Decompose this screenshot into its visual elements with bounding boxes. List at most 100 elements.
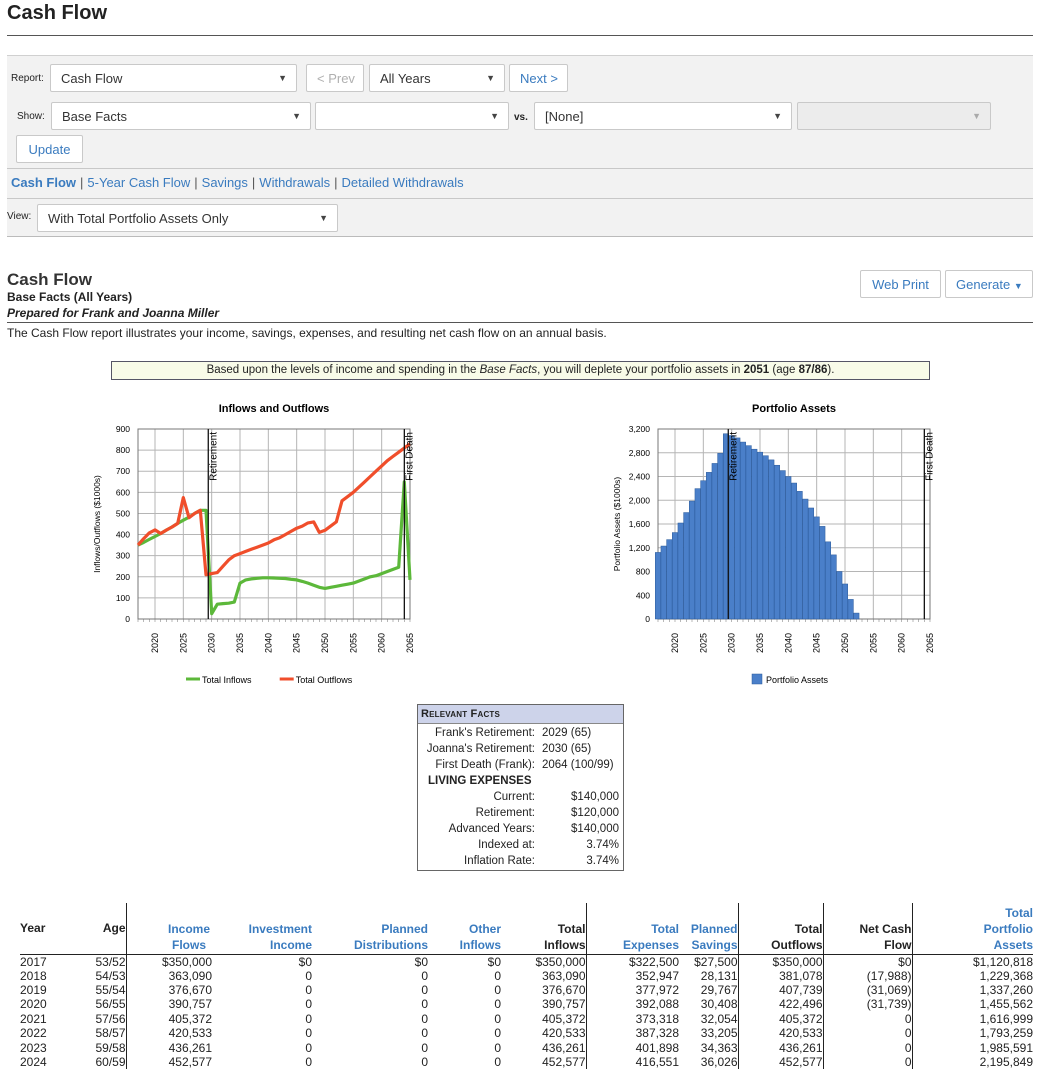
portfolio-bar	[774, 464, 780, 620]
col-header-other-inflows[interactable]: Other Inflows	[428, 903, 501, 954]
prev-button[interactable]: < Prev	[306, 64, 364, 92]
table-cell: 1,985,591	[979, 1040, 1033, 1055]
portfolio-bar	[751, 448, 758, 620]
fact-value: $140,000	[571, 791, 619, 803]
show-secondary-select[interactable]: ▼	[315, 102, 509, 130]
chevron-down-icon: ▼	[319, 213, 328, 223]
table-cell: 0	[494, 968, 501, 983]
fact-label: Advanced Years:	[448, 823, 535, 835]
report-link-cash-flow[interactable]: Cash Flow	[11, 175, 77, 190]
view-label: View:	[7, 211, 32, 222]
col-header-planned-distributions[interactable]: Planned Distributions	[312, 903, 428, 954]
table-cell: 0	[421, 1055, 428, 1070]
table-cell: 0	[421, 1026, 428, 1041]
web-print-button[interactable]: Web Print	[860, 270, 941, 298]
generate-button[interactable]: Generate ▼	[945, 270, 1033, 298]
table-cell: 2024	[20, 1055, 47, 1070]
table-cell: 2021	[20, 1011, 47, 1026]
table-cell: 452,577	[738, 1054, 824, 1070]
portfolio-bar	[779, 470, 786, 620]
table-cell: $350,000	[501, 954, 587, 969]
notice-text-mid: , you will deplete your portfolio assets…	[537, 364, 744, 376]
col-header-investment-income[interactable]: Investment Income	[212, 903, 312, 954]
report-description: The Cash Flow report illustrates your in…	[7, 326, 607, 340]
fact-row: Joanna's Retirement: 2030 (65)	[418, 742, 623, 758]
table-cell: $0	[823, 954, 913, 969]
report-select[interactable]: Cash Flow ▼	[50, 64, 297, 92]
x-tick-label: 2050	[840, 633, 850, 653]
table-cell: 1,229,368	[979, 968, 1033, 983]
col-header-total-outflows[interactable]: Total Outflows	[738, 903, 824, 954]
portfolio-bar	[672, 532, 678, 620]
portfolio-bar	[768, 459, 775, 620]
table-cell: 2023	[20, 1040, 47, 1055]
fact-value: 3.74%	[586, 839, 619, 851]
report-links-nav: Cash Flow | 5-Year Cash Flow | Savings | Withd…	[11, 175, 464, 190]
fact-label: Retirement:	[475, 807, 535, 819]
table-cell: 0	[494, 983, 501, 998]
next-button[interactable]: Next >	[509, 64, 568, 92]
x-tick-label: 2050	[320, 633, 330, 653]
table-cell: $350,000	[738, 954, 824, 969]
fact-row: Frank's Retirement: 2029 (65)	[418, 726, 623, 742]
x-tick-label: 2030	[727, 633, 737, 653]
chevron-down-icon: ▼	[486, 73, 495, 83]
table-cell: 0	[305, 983, 312, 998]
title-divider	[7, 35, 1033, 36]
portfolio-bar	[666, 539, 673, 620]
table-cell: 405,372	[168, 1011, 212, 1026]
chevron-down-icon: ▼	[292, 111, 301, 121]
table-cell: $0	[487, 954, 501, 969]
col-header-total-expenses[interactable]: Total Expenses	[586, 903, 679, 954]
table-row: 2022 58/57 420,533 0 0 0 420,533 387,328 33,205 4…	[20, 1026, 1033, 1041]
notice-text-pre: Based upon the levels of income and spen…	[206, 364, 480, 376]
col-header-net-cash-flow[interactable]: Net Cash Flow	[823, 903, 913, 954]
notice-depletion-year: 2051	[743, 364, 770, 376]
col-header-total-portfolio-assets-label: Total Portfolio Assets	[983, 905, 1033, 952]
table-cell: 420,533	[168, 1026, 212, 1041]
fact-row: First Death (Frank): 2064 (100/99)	[418, 758, 623, 774]
show-label: Show:	[17, 111, 45, 122]
fact-label: Joanna's Retirement:	[426, 743, 535, 755]
portfolio-bar	[677, 522, 684, 620]
table-cell: 422,496	[738, 997, 824, 1012]
portfolio-bar	[853, 612, 860, 620]
table-cell: 0	[494, 1011, 501, 1026]
x-tick-label: 2060	[377, 633, 387, 653]
report-select-value: Cash Flow	[61, 71, 123, 86]
col-header-planned-savings-label: Planned Savings	[690, 921, 738, 952]
col-header-year[interactable]: Year	[20, 920, 46, 935]
view-select[interactable]: With Total Portfolio Assets Only ▼	[37, 204, 338, 232]
col-header-total-portfolio-assets[interactable]: Total Portfolio Assets	[912, 903, 1033, 954]
portfolio-bar	[683, 512, 690, 620]
update-button[interactable]: Update	[16, 135, 83, 163]
y-tick-label: 1,200	[629, 543, 651, 553]
y-tick-label: 500	[116, 508, 130, 518]
show-select[interactable]: Base Facts ▼	[51, 102, 311, 130]
col-header-planned-savings[interactable]: Planned Savings	[679, 903, 739, 954]
table-cell: 0	[305, 1011, 312, 1026]
col-header-total-outflows-label: Total Outflows	[771, 921, 823, 952]
report-toolbar: Report: Cash Flow ▼ < Prev All Years ▼ N…	[7, 55, 1033, 237]
years-select[interactable]: All Years ▼	[369, 64, 505, 92]
marker-label: First Death	[404, 432, 415, 481]
col-header-age[interactable]: Age	[80, 903, 127, 954]
table-cell: $322,500	[628, 954, 679, 969]
table-cell: 420,533	[501, 1026, 587, 1041]
x-tick-label: 2020	[150, 633, 160, 653]
table-cell: 452,577	[168, 1055, 212, 1070]
col-header-income-flows[interactable]: Income Flows	[126, 903, 212, 954]
report-link-withdrawals[interactable]: Withdrawals	[259, 175, 331, 190]
report-link-savings[interactable]: Savings	[201, 175, 248, 190]
table-cell: 436,261	[738, 1040, 824, 1055]
table-row: 2018 54/53 363,090 0 0 0 363,090 352,947 28,131 3…	[20, 968, 1033, 983]
col-header-total-inflows[interactable]: Total Inflows	[501, 903, 587, 954]
report-link-detailed-withdrawals[interactable]: Detailed Withdrawals	[341, 175, 464, 190]
report-link-5-year-cash-flow[interactable]: 5-Year Cash Flow	[87, 175, 191, 190]
y-tick-label: 3,200	[629, 424, 651, 434]
portfolio-bar	[791, 482, 797, 620]
y-tick-label: 900	[116, 424, 130, 434]
chart-title: Inflows and Outflows	[219, 403, 330, 415]
table-row: 2021 57/56 405,372 0 0 0 405,372 373,318 32,054 4…	[20, 1011, 1033, 1027]
vs-select[interactable]: [None] ▼	[534, 102, 792, 130]
